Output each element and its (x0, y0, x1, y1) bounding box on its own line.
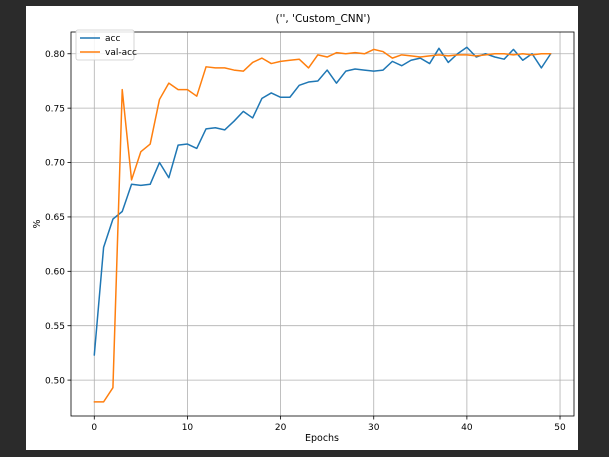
chart-title: ('', 'Custom_CNN') (276, 13, 371, 25)
y-tick-label: 0.60 (45, 268, 65, 278)
grid (71, 32, 574, 416)
y-axis-label: % (32, 219, 43, 228)
line-chart: ('', 'Custom_CNN') 0 10 20 30 40 50 0.50 0.55 0.… (32, 13, 575, 444)
y-tick-label: 0.70 (45, 159, 65, 169)
y-tick-label: 0.65 (45, 213, 65, 223)
x-tick-label: 0 (91, 423, 97, 433)
axis-ticks: 0 10 20 30 40 50 0.50 0.55 0.60 0.65 0.70 0.75 0.80 (45, 50, 566, 433)
x-axis-label: Epochs (305, 433, 339, 444)
legend-label-val-acc: val-acc (105, 48, 137, 58)
y-tick-label: 0.55 (45, 322, 65, 332)
x-tick-label: 50 (554, 423, 566, 433)
y-tick-label: 0.75 (45, 104, 65, 114)
legend-label-acc: acc (105, 34, 120, 44)
series-line-val-acc (93, 48, 552, 403)
x-tick-label: 30 (368, 423, 380, 433)
legend: acc val-acc (75, 29, 137, 61)
x-tick-label: 10 (182, 423, 194, 433)
y-tick-label: 0.80 (45, 50, 65, 60)
y-tick-label: 0.50 (45, 376, 65, 386)
x-tick-label: 20 (275, 423, 287, 433)
figure-frame: ('', 'Custom_CNN') 0 10 20 30 40 50 0.50 0.55 0.… (26, 6, 578, 450)
plot-area-frame (70, 31, 575, 417)
x-tick-label: 40 (461, 423, 473, 433)
series-lines (93, 46, 552, 403)
